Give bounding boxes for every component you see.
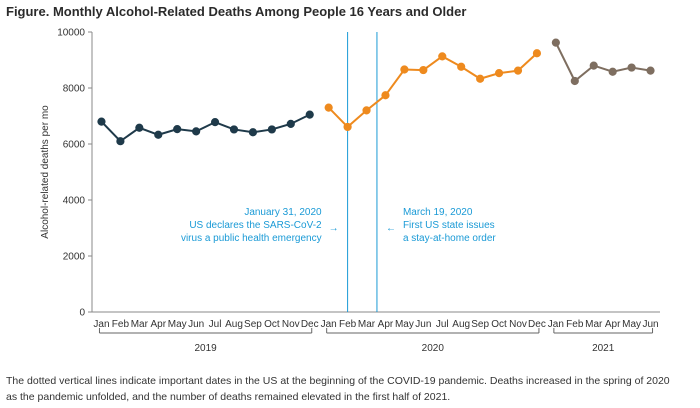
x-tick-label: Sep xyxy=(471,319,489,330)
data-point-2020 xyxy=(419,65,428,75)
x-tick-label: Mar xyxy=(358,319,376,330)
year-label: 2019 xyxy=(194,343,217,354)
x-tick-label: Nov xyxy=(509,319,527,330)
x-tick-label: May xyxy=(168,319,187,330)
data-point-2020 xyxy=(381,91,390,100)
annotation-text: January 31, 2020 xyxy=(244,207,322,218)
data-point-2021 xyxy=(570,76,579,86)
data-point-2020 xyxy=(513,66,523,75)
x-tick-label: Jun xyxy=(415,319,431,330)
data-point-2020 xyxy=(438,52,447,61)
data-point-2019 xyxy=(135,123,144,132)
data-point-2021 xyxy=(627,63,636,72)
data-point-2020 xyxy=(476,74,485,83)
data-point-2020 xyxy=(324,103,333,112)
x-tick-label: Jan xyxy=(93,319,109,330)
figure-title: Figure. Monthly Alcohol-Related Deaths A… xyxy=(6,4,467,19)
data-point-2019 xyxy=(116,137,125,146)
x-tick-label: Feb xyxy=(566,319,584,330)
figure-caption: The dotted vertical lines indicate impor… xyxy=(6,373,696,405)
data-point-2019 xyxy=(267,125,276,134)
data-point-2019 xyxy=(229,125,239,134)
x-tick-label: Mar xyxy=(585,319,603,330)
data-point-2020 xyxy=(494,69,504,78)
x-tick-label: May xyxy=(622,319,641,330)
x-tick-label: Dec xyxy=(301,319,319,330)
data-point-2021 xyxy=(551,38,560,47)
data-point-2021 xyxy=(646,66,655,75)
x-tick-label: Oct xyxy=(491,319,507,330)
x-tick-label: Jul xyxy=(209,319,222,330)
x-tick-label: Dec xyxy=(528,319,546,330)
x-tick-label: Jun xyxy=(642,319,658,330)
x-tick-label: Apr xyxy=(150,319,166,330)
x-tick-label: Apr xyxy=(605,319,621,330)
x-tick-label: Sep xyxy=(244,319,262,330)
annotation-text: a stay-at-home order xyxy=(403,233,496,244)
y-tick-label: 8000 xyxy=(63,84,86,95)
data-point-2019 xyxy=(97,117,106,126)
x-tick-label: Jan xyxy=(321,319,337,330)
data-point-2020 xyxy=(457,62,466,71)
data-point-2019 xyxy=(305,110,314,119)
x-tick-label: Mar xyxy=(131,319,149,330)
data-point-2020 xyxy=(343,122,352,132)
data-point-2019 xyxy=(248,128,258,137)
y-tick-label: 4000 xyxy=(63,196,86,207)
data-point-2020 xyxy=(532,49,542,58)
y-tick-label: 10000 xyxy=(57,28,85,39)
data-point-2019 xyxy=(286,119,295,128)
y-axis-label: Alcohol-related deaths per mo xyxy=(40,105,51,239)
data-point-2019 xyxy=(192,127,201,136)
x-tick-label: Apr xyxy=(378,319,394,330)
x-tick-label: Jan xyxy=(548,319,564,330)
series-line-2020 xyxy=(327,52,538,129)
data-point-2019 xyxy=(154,130,163,139)
data-point-2020 xyxy=(362,106,371,115)
annotation-arrow: → xyxy=(329,223,339,234)
year-label: 2020 xyxy=(422,343,445,354)
series-line-2019 xyxy=(100,113,311,143)
caption-line-2: as the pandemic unfolded, and the number… xyxy=(6,391,451,403)
y-tick-label: 2000 xyxy=(63,252,86,263)
annotation-text: March 19, 2020 xyxy=(403,207,473,218)
y-tick-label: 0 xyxy=(79,308,85,319)
line-chart: 0 2000 4000 6000 8000 10000 Alcohol-related de… xyxy=(40,28,660,354)
x-tick-label: Oct xyxy=(264,319,280,330)
year-label: 2021 xyxy=(592,343,615,354)
data-point-2021 xyxy=(608,67,617,76)
series-line-2021 xyxy=(554,42,651,83)
annotation-arrow: ← xyxy=(386,223,396,234)
data-point-2020 xyxy=(400,65,409,74)
annotation-text: virus a public health emergency xyxy=(181,233,322,244)
data-point-2019 xyxy=(173,125,182,134)
x-tick-label: Nov xyxy=(282,319,300,330)
x-tick-label: Feb xyxy=(112,319,130,330)
x-tick-label: Jul xyxy=(436,319,449,330)
annotation-text: First US state issues xyxy=(403,220,495,231)
x-tick-label: Feb xyxy=(339,319,357,330)
x-tick-label: Jun xyxy=(188,319,204,330)
annotation-text: US declares the SARS-CoV-2 xyxy=(189,220,322,231)
data-point-2021 xyxy=(589,61,598,70)
data-point-2019 xyxy=(210,118,220,127)
x-tick-label: May xyxy=(395,319,414,330)
x-tick-label: Aug xyxy=(225,319,243,330)
y-tick-label: 6000 xyxy=(63,140,86,151)
x-tick-label: Aug xyxy=(452,319,470,330)
caption-line-1: The dotted vertical lines indicate impor… xyxy=(6,375,670,387)
